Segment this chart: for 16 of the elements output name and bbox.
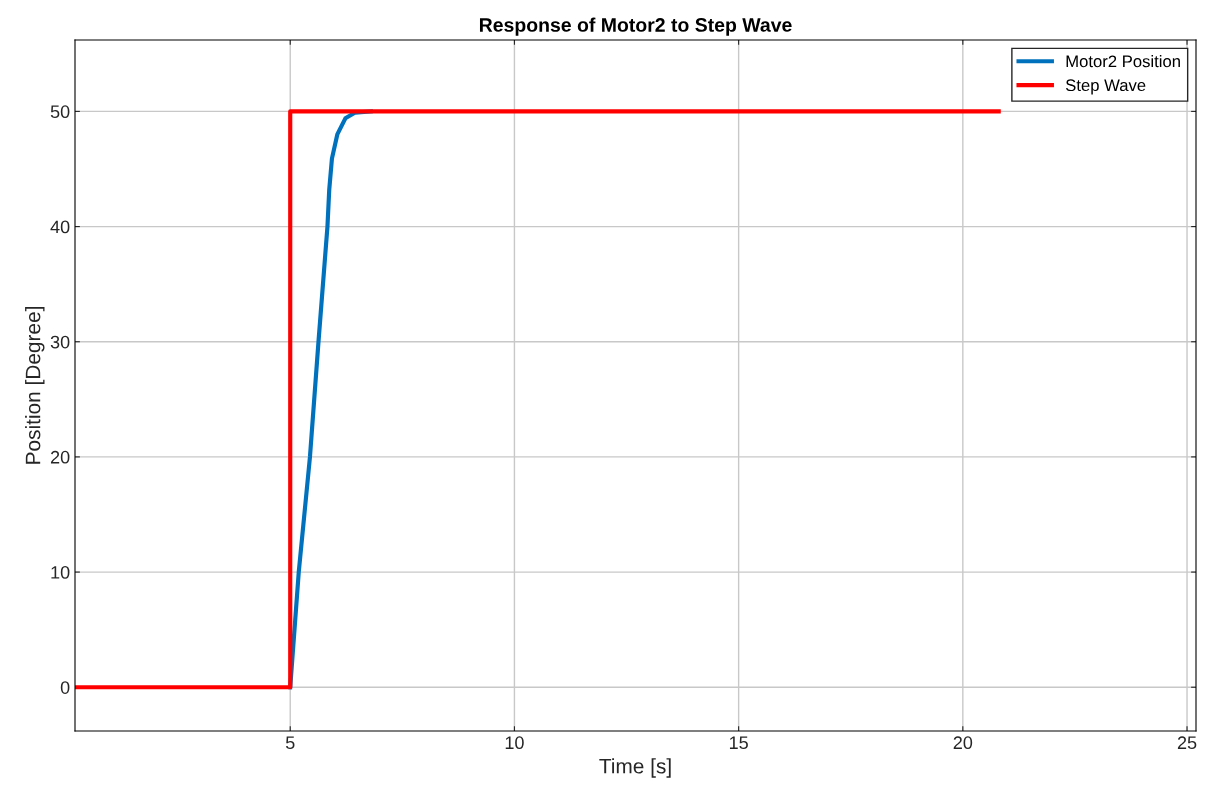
y-tick-label: 10 <box>51 566 70 579</box>
x-tick-label: 25 <box>1177 736 1197 750</box>
y-tick-label: 20 <box>50 450 70 464</box>
x-tick-label: 5 <box>285 736 295 750</box>
y-axis-title: Position [Degree] <box>25 307 45 464</box>
x-tick-label: 10 <box>505 736 524 750</box>
chart-title: Response of Motor2 to Step Wave <box>479 17 792 36</box>
x-tick-label: 15 <box>729 736 748 750</box>
y-tick-label: 30 <box>50 335 70 349</box>
x-axis-title: Time [s] <box>599 758 671 778</box>
y-tick-label: 50 <box>50 105 70 119</box>
y-tick-label: 40 <box>50 220 70 234</box>
x-tick-label: 20 <box>953 736 973 750</box>
legend-label: Step Wave <box>1065 79 1146 95</box>
y-tick-label: 0 <box>60 681 70 694</box>
legend-label: Motor2 Position <box>1066 55 1180 68</box>
